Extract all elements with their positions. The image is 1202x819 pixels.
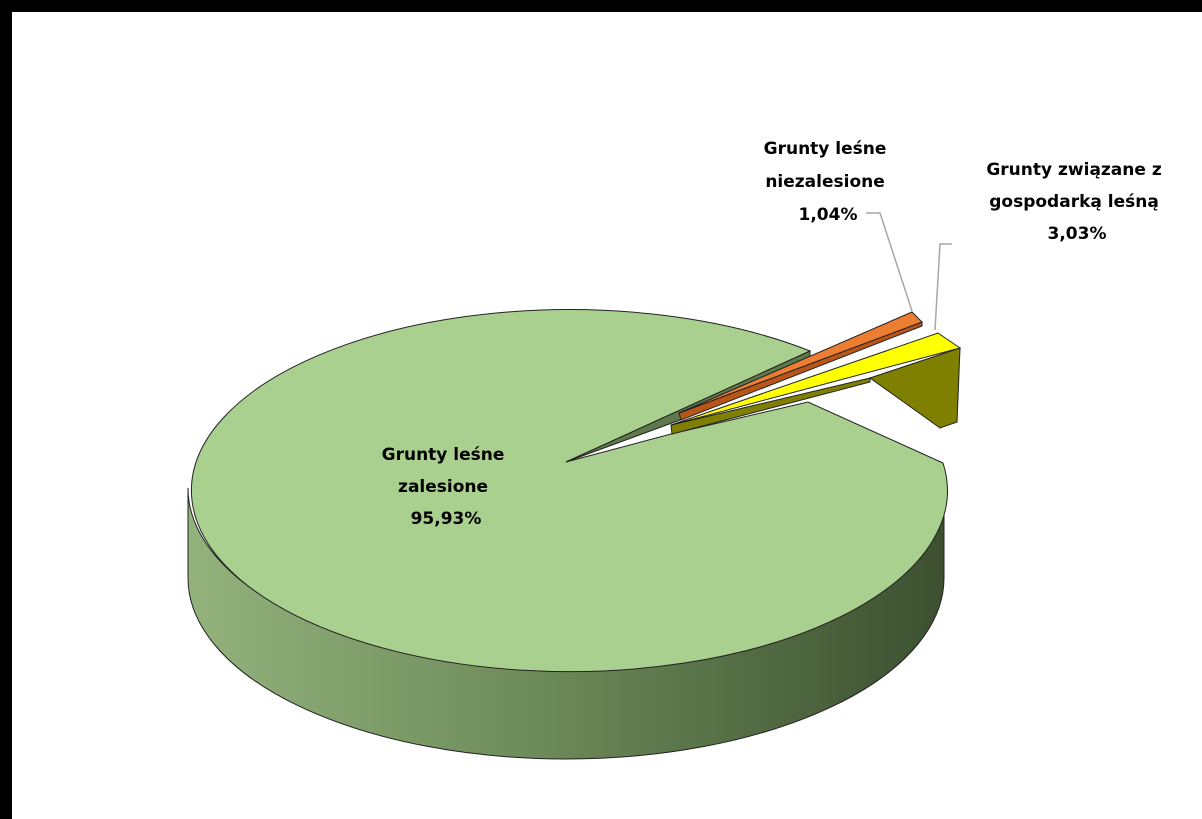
label-line: Grunty leśne (764, 139, 887, 159)
label-line: 3,03% (1048, 224, 1107, 244)
label-line: 95,93% (411, 509, 482, 529)
label-line: 1,04% (799, 205, 858, 225)
slice-label-main: Grunty leśne zalesione 95,93% (382, 445, 511, 529)
slice-side-yellow (868, 347, 961, 429)
label-line: niezalesione (765, 172, 884, 192)
slice-label-yellow: Grunty związane z gospodarką leśną 3,03% (986, 160, 1167, 244)
leader-line-orange (866, 212, 913, 312)
label-line: zalesione (398, 477, 488, 497)
leader-line-yellow (934, 243, 952, 331)
label-line: Grunty leśne (382, 445, 505, 465)
pie-slice (670, 332, 962, 426)
slice-label-orange: Grunty leśne niezalesione 1,04% (764, 139, 893, 225)
pie-slice (678, 311, 923, 414)
label-line: Grunty związane z (986, 160, 1161, 180)
pie-slice (190, 309, 948, 673)
slice-side-yellow-base (670, 377, 871, 435)
label-line: gospodarką leśną (989, 192, 1159, 212)
